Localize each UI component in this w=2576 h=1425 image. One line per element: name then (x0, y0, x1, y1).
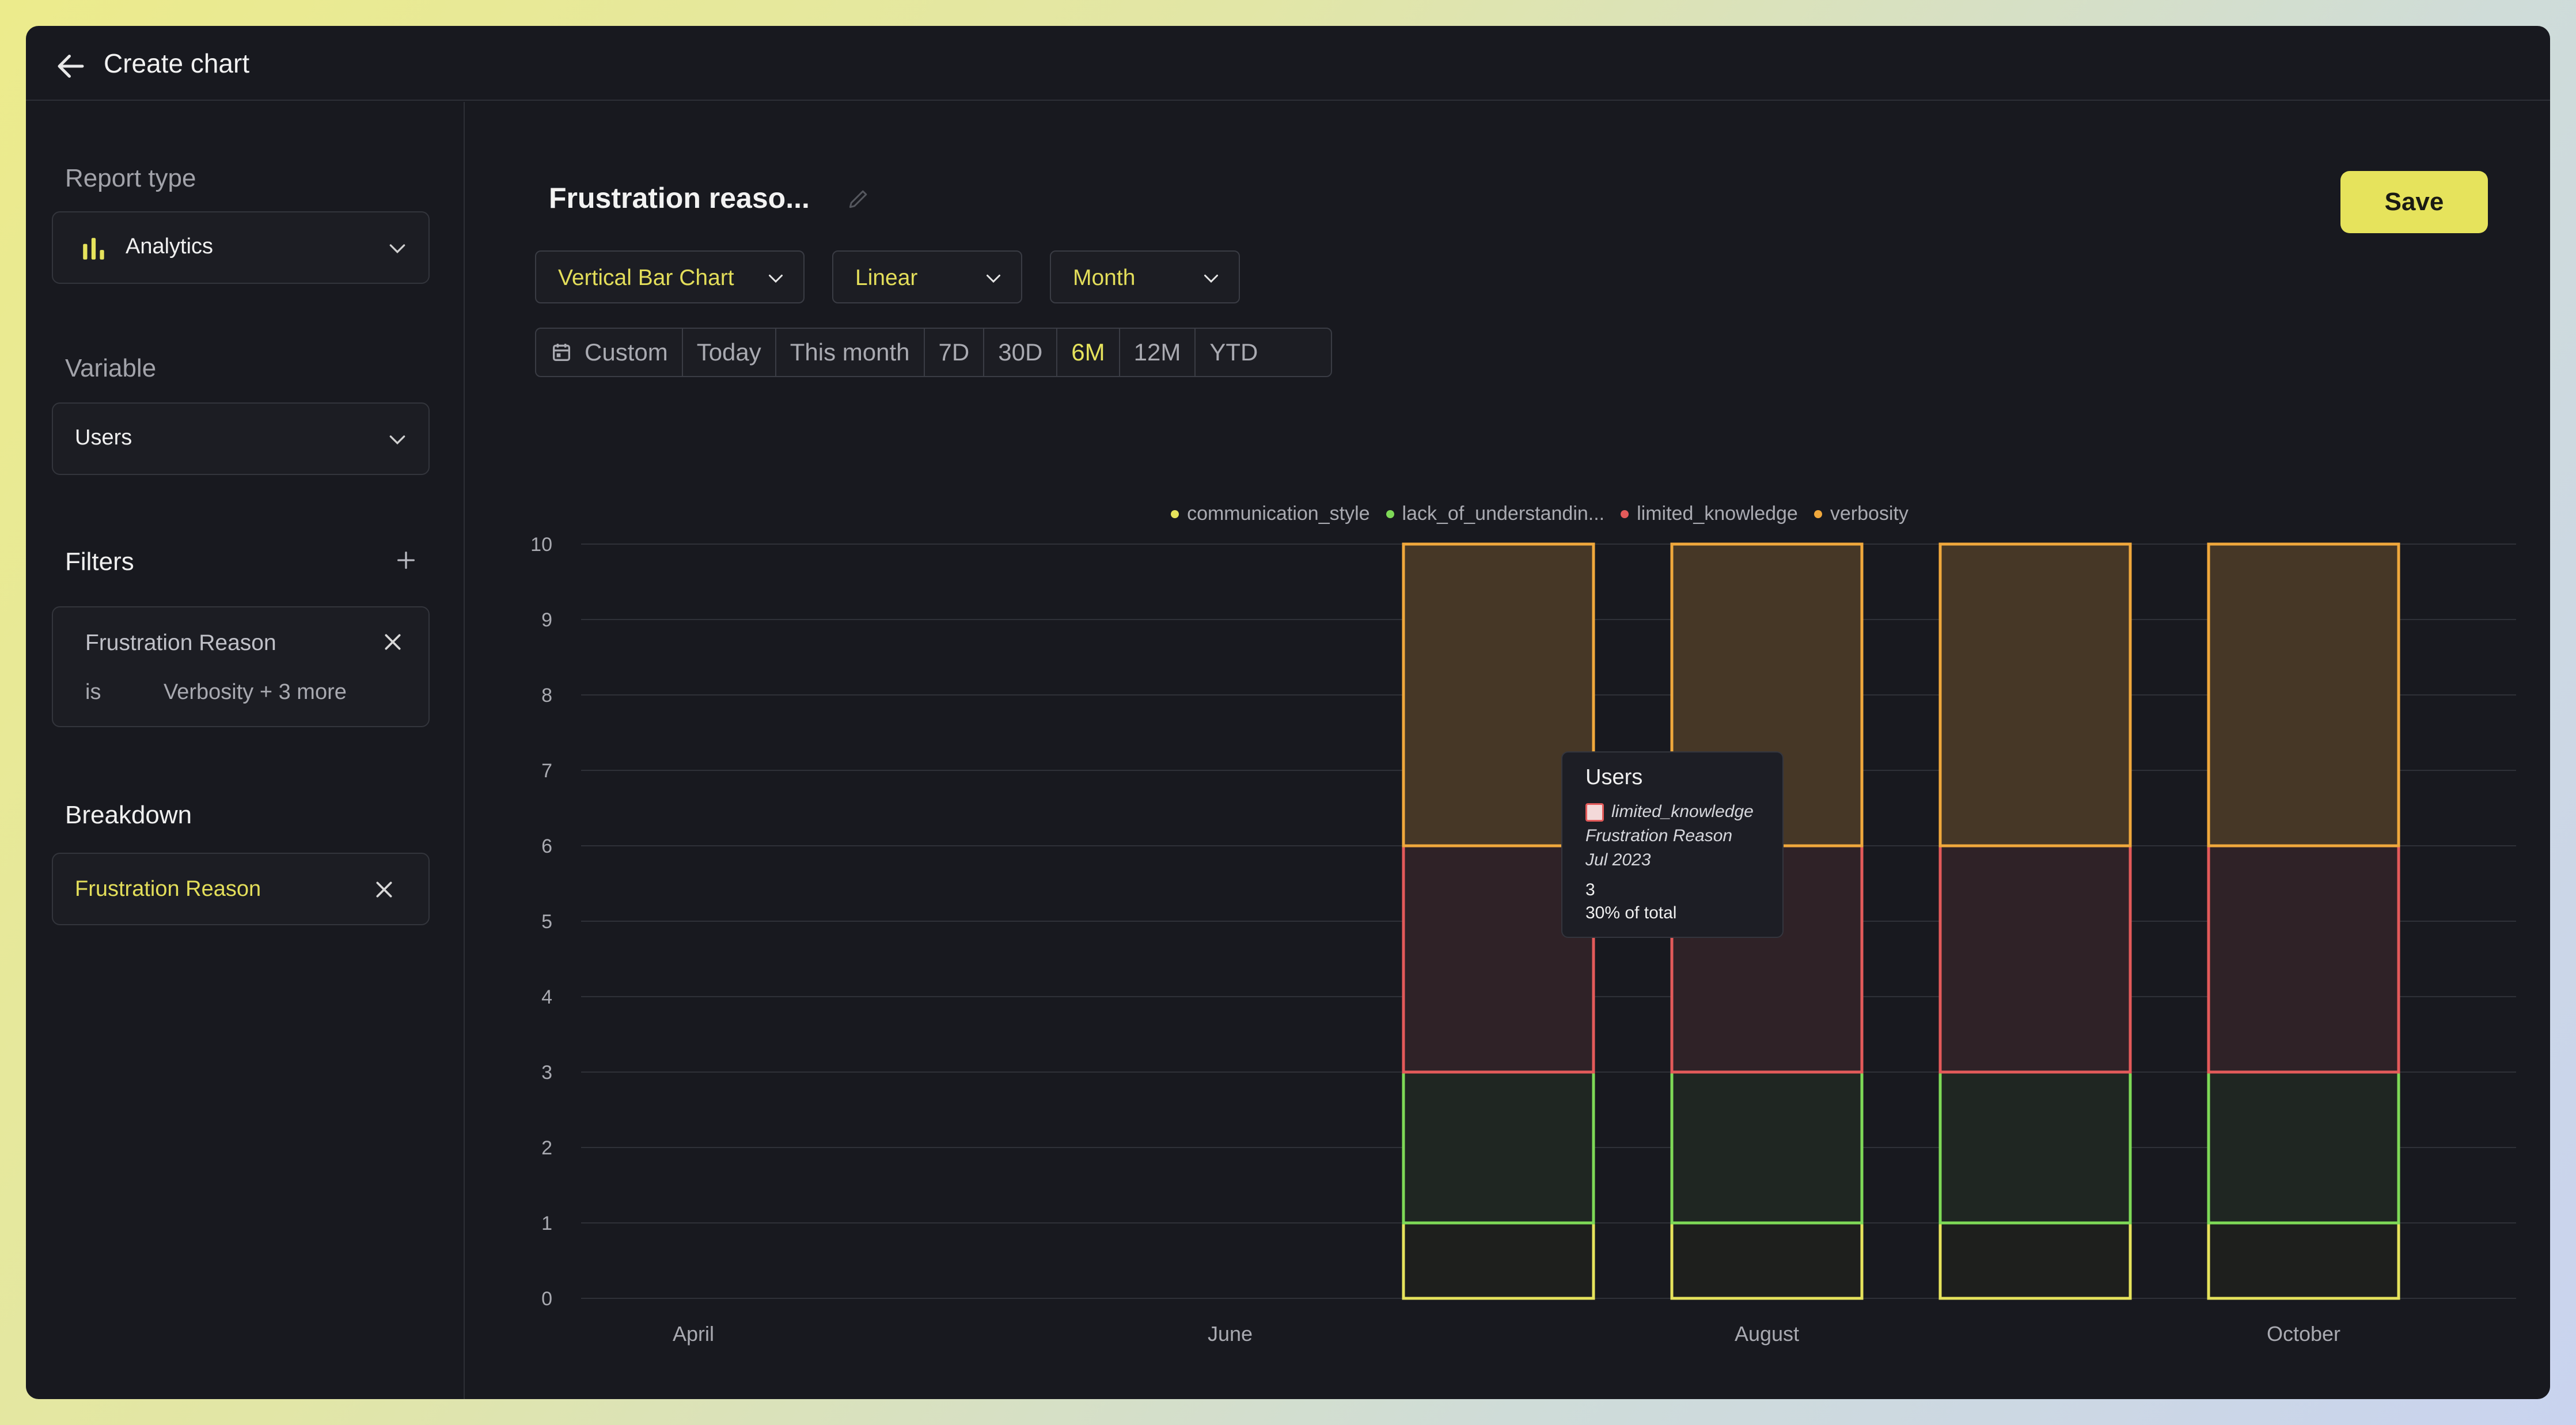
close-icon[interactable] (381, 630, 404, 653)
y-tick-label: 10 (530, 534, 552, 556)
y-tick-label: 1 (541, 1213, 552, 1234)
legend-dot (1814, 510, 1822, 518)
tooltip-value: 3 (1585, 880, 1595, 899)
page-title: Create chart (104, 48, 250, 78)
bar-segment (1938, 1221, 2132, 1300)
tooltip-series: limited_knowledge (1611, 802, 1754, 821)
range-custom-label: Custom (585, 339, 668, 366)
y-tick-label: 8 (541, 685, 552, 706)
range-ytd[interactable]: YTD (1209, 339, 1258, 366)
filter-operator: is (85, 680, 101, 704)
bar-segment (2207, 1221, 2400, 1300)
range-12m[interactable]: 12M (1120, 329, 1196, 376)
variable-select[interactable]: Users (52, 402, 430, 475)
legend-dot (1386, 510, 1394, 518)
y-tick-label: 0 (541, 1288, 552, 1310)
y-tick-label: 4 (541, 986, 552, 1008)
filters-label: Filters (65, 548, 134, 576)
tooltip-swatch (1585, 803, 1604, 822)
chart-type-value: Vertical Bar Chart (558, 265, 734, 290)
tooltip-date: Jul 2023 (1585, 850, 1651, 869)
calendar-icon (553, 344, 570, 361)
legend-dot (1621, 510, 1629, 518)
filter-value: Verbosity + 3 more (164, 680, 347, 704)
bar-segment (1938, 844, 2132, 1074)
y-tick-label: 5 (541, 911, 552, 933)
y-tick-label: 9 (541, 609, 552, 631)
chevron-down-icon (389, 244, 405, 254)
range-today[interactable]: Today (683, 329, 776, 376)
breakdown-value: Frustration Reason (75, 877, 261, 901)
bar-segment (1670, 1221, 1864, 1300)
range-custom[interactable]: Custom (536, 329, 683, 376)
interval-value: Month (1073, 265, 1136, 290)
legend-label: communication_style (1187, 503, 1370, 525)
sidebar: Report type Analytics Variable Users Fil… (26, 102, 465, 1399)
chevron-down-icon (987, 275, 1000, 283)
bar-segment (1670, 1070, 1864, 1225)
arrow-left-icon[interactable] (54, 49, 88, 83)
chevron-down-icon (769, 275, 783, 283)
report-type-value: Analytics (126, 234, 214, 259)
chevron-down-icon (1204, 275, 1218, 283)
bar-segment (1938, 542, 2132, 848)
x-tick-label: August (1735, 1322, 1799, 1346)
report-type-label: Report type (65, 164, 196, 192)
tooltip-share: 30% of total (1585, 903, 1677, 922)
stacked-bar-chart: 0 1 2 3 4 5 6 7 8 9 10 April June August October (530, 534, 2516, 1346)
save-button[interactable]: Save (2340, 171, 2488, 233)
report-type-select[interactable]: Analytics (52, 211, 430, 284)
pencil-icon[interactable] (846, 186, 871, 211)
y-tick-label: 2 (541, 1137, 552, 1159)
chart-legend: communication_style lack_of_understandin.… (466, 503, 2550, 525)
chart-tooltip: Users limited_knowledge Frustration Reas… (1561, 751, 1784, 938)
y-tick-label: 3 (541, 1062, 552, 1084)
tooltip-title: Users (1585, 765, 1643, 789)
scale-value: Linear (855, 265, 918, 290)
filter-name: Frustration Reason (85, 630, 276, 655)
legend-dot (1171, 510, 1179, 518)
bar-segment (1402, 1070, 1595, 1225)
legend-label: limited_knowledge (1637, 503, 1798, 525)
bar-chart-icon (83, 238, 104, 260)
legend-item[interactable]: lack_of_understandin... (1386, 503, 1605, 525)
scale-dropdown[interactable]: Linear (832, 250, 1022, 303)
breakdown-label: Breakdown (65, 801, 192, 829)
app-window: Create chart Report type Analytics Varia… (26, 26, 2550, 1399)
variable-label: Variable (65, 354, 157, 382)
top-bar: Create chart (26, 26, 2550, 101)
close-icon[interactable] (373, 878, 396, 901)
chevron-down-icon (389, 435, 405, 445)
bar-segment (2207, 1070, 2400, 1225)
breakdown-item[interactable]: Frustration Reason (52, 853, 430, 925)
bar-segment (2207, 844, 2400, 1074)
plus-icon[interactable] (394, 549, 418, 572)
legend-item[interactable]: verbosity (1814, 503, 1909, 525)
chart-type-dropdown[interactable]: Vertical Bar Chart (535, 250, 805, 303)
range-6m[interactable]: 6M (1057, 329, 1120, 376)
interval-dropdown[interactable]: Month (1050, 250, 1240, 303)
legend-label: lack_of_understandin... (1402, 503, 1605, 525)
range-30d[interactable]: 30D (984, 329, 1058, 376)
tooltip-dimension: Frustration Reason (1585, 826, 1733, 845)
filter-item[interactable]: Frustration Reason is Verbosity + 3 more (52, 606, 430, 727)
legend-label: verbosity (1830, 503, 1909, 525)
y-tick-label: 6 (541, 835, 552, 857)
y-tick-label: 7 (541, 760, 552, 782)
bar-segment (2207, 542, 2400, 848)
x-tick-label: June (1208, 1322, 1253, 1346)
chart-title[interactable]: Frustration reaso... (549, 182, 810, 214)
range-this-month[interactable]: This month (776, 329, 925, 376)
date-range-group: Custom Today This month 7D 30D 6M 12M YT… (535, 328, 1332, 377)
legend-item[interactable]: limited_knowledge (1621, 503, 1798, 525)
range-7d[interactable]: 7D (925, 329, 985, 376)
main-panel: Frustration reaso... Save Vertical Bar C… (466, 102, 2550, 1399)
bar-segment (1402, 1221, 1595, 1300)
x-tick-label: October (2267, 1322, 2340, 1346)
variable-value: Users (75, 425, 132, 450)
legend-item[interactable]: communication_style (1171, 503, 1370, 525)
bar-segment (1938, 1070, 2132, 1225)
x-tick-label: April (673, 1322, 714, 1346)
